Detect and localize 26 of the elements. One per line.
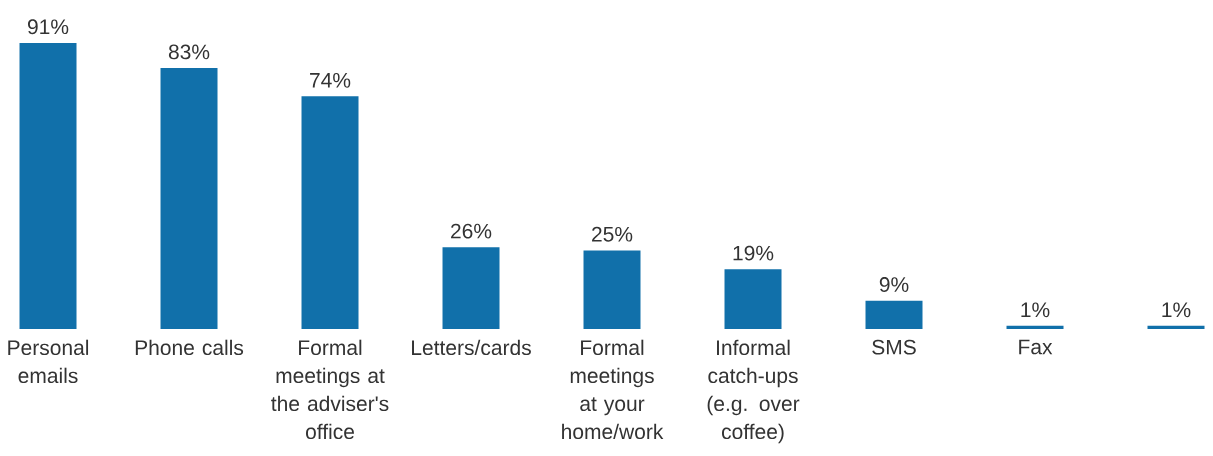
x-tick-label: Formal meetings at your home/work [562,339,664,440]
data-label: 1% [1021,302,1050,318]
data-label: 19% [733,245,774,261]
x-tick-label: SMS [872,339,916,355]
bar [583,250,641,329]
data-label: 1% [1162,302,1191,318]
bar [865,300,923,329]
data-label: 83% [168,44,210,60]
data-label: 26% [451,223,492,239]
x-tick-label: Phone calls [135,339,244,356]
x-tick-label: Letters/cards [412,339,531,356]
x-tick-label: Personal emails [8,339,89,384]
bar [724,269,782,329]
bar [19,42,77,329]
bar [442,247,500,329]
bar [1006,325,1064,329]
data-label: 25% [592,226,633,242]
x-tick-label: Fax [1019,339,1053,355]
bar [1147,325,1205,329]
bar [301,96,359,329]
x-tick-label: Formal meetings at the adviser's office [271,339,389,440]
data-label: 91% [27,19,69,35]
bar [160,68,218,329]
x-tick-label: Informal catch-ups (e.g. over coffee) [707,339,800,444]
data-label: 74% [310,72,351,88]
data-label: 9% [879,277,909,292]
